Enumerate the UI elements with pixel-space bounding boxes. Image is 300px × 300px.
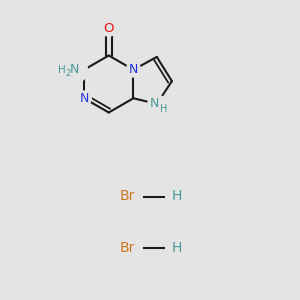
Text: H: H bbox=[172, 190, 182, 203]
Text: O: O bbox=[103, 22, 114, 35]
Text: N: N bbox=[80, 92, 89, 105]
Text: H: H bbox=[172, 241, 182, 254]
Text: Br: Br bbox=[120, 190, 135, 203]
Text: N: N bbox=[70, 63, 79, 76]
Text: N: N bbox=[129, 63, 138, 76]
Circle shape bbox=[101, 21, 116, 36]
Text: H: H bbox=[160, 104, 168, 114]
Text: N: N bbox=[150, 98, 159, 110]
Text: H: H bbox=[58, 65, 65, 75]
Circle shape bbox=[126, 62, 141, 77]
Circle shape bbox=[58, 55, 87, 84]
Circle shape bbox=[148, 95, 166, 113]
Text: 2: 2 bbox=[65, 69, 71, 78]
Circle shape bbox=[77, 91, 91, 105]
Text: Br: Br bbox=[120, 241, 135, 254]
